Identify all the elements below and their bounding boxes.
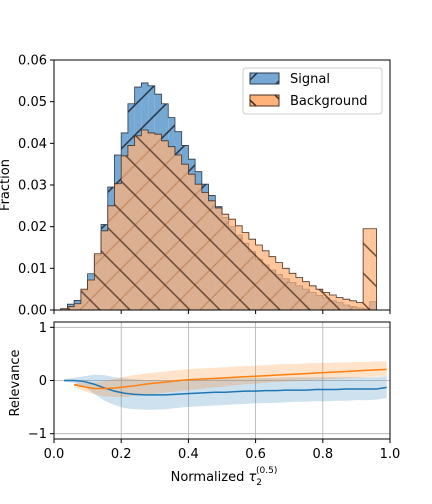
relevance-xtick-label: 1.0	[380, 447, 401, 462]
relevance-axes-frame	[53, 321, 391, 440]
relevance-ylabel: Relevance	[8, 349, 23, 416]
histogram-ytick-label: 0.00	[18, 304, 47, 319]
legend-hatch-background	[250, 95, 279, 106]
legend-entry-background: Background	[249, 94, 368, 109]
histogram-ytick-label: 0.01	[18, 262, 47, 277]
legend-label-background: Background	[290, 94, 368, 109]
histogram-axes-frame	[53, 59, 391, 311]
relevance-ytick-label: 0	[39, 374, 47, 389]
histogram-ytick-label: 0.02	[18, 220, 47, 235]
relevance-xtick-label: 0.4	[178, 447, 199, 462]
histogram-ylabel: Fraction	[0, 159, 13, 211]
relevance-ytick-label: 1	[39, 321, 47, 336]
relevance-ytick-label: −1	[28, 427, 47, 442]
relevance-band-1	[74, 361, 387, 397]
relevance-line-0	[64, 379, 387, 396]
relevance-panel: 0.0 0.2 0.4 0.6 0.8 1.0 −1 0 1 Relevance Normali…	[8, 321, 400, 488]
histogram-series-background	[60, 129, 377, 310]
relevance-xtick-label: 0.0	[44, 447, 65, 462]
histogram-panel: 0.00 0.01 0.02 0.03 0.04 0.05 0.06 Fraction Si…	[0, 54, 391, 319]
histogram-ytick-label: 0.06	[18, 54, 47, 69]
relevance-xtick-label: 0.2	[111, 447, 132, 462]
legend-hatch-signal	[250, 73, 279, 84]
histogram-ytick-label: 0.03	[18, 179, 47, 194]
histogram-ytick-label: 0.04	[18, 137, 47, 152]
xlabel-main: Normalized	[171, 470, 249, 485]
histogram-ytick-label: 0.05	[18, 95, 47, 110]
legend-label-signal: Signal	[290, 72, 330, 87]
relevance-line-1	[74, 368, 387, 390]
relevance-xtick-label: 0.8	[312, 447, 333, 462]
legend: Signal Background	[242, 67, 383, 115]
histogram-outline-background	[60, 129, 377, 310]
xlabel-subscript: 2	[256, 478, 262, 488]
relevance-xlabel: Normalized τ2 (0.5)	[171, 466, 278, 488]
relevance-xtick-label: 0.6	[245, 447, 266, 462]
xlabel-superscript: (0.5)	[256, 466, 277, 476]
xlabel-symbol: τ	[248, 470, 256, 485]
legend-entry-signal: Signal	[249, 72, 330, 87]
